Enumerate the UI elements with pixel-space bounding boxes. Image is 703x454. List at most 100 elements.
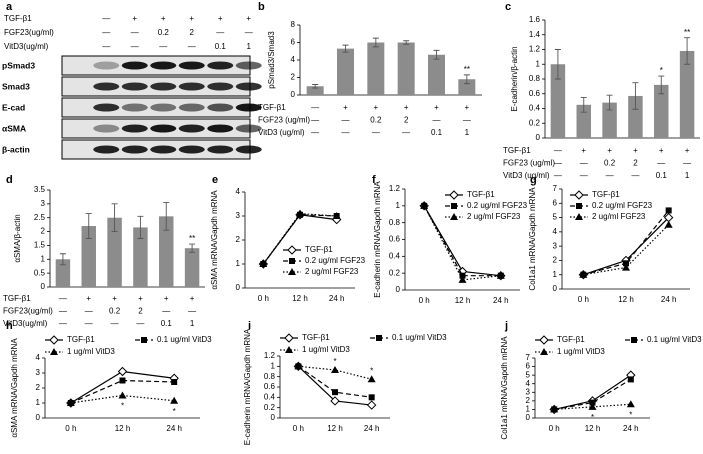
blot-label: E-cad [2, 102, 25, 112]
y-tick-label: 1.2 [529, 45, 541, 54]
legend-label: 2 ug/ml FGF23 [467, 212, 521, 221]
y-axis-title: pSmad3/Smad3 [267, 31, 276, 89]
legend-label: 0.1 ug/ml VitD3 [392, 333, 447, 342]
y-tick-label: 2 [236, 235, 241, 244]
marker [332, 389, 338, 396]
blot-label: αSMA [2, 123, 26, 133]
x-tick-label: 24 h [364, 424, 380, 433]
y-axis-title: Col1a1 mRNA/Gapdh mRNA [528, 187, 537, 291]
y-axis-title: αSMA mRNA/Gapdh mRNA [210, 190, 219, 290]
y-tick-label: 1 [41, 254, 46, 263]
condition-label: TGF-β1 [258, 103, 286, 112]
marker [330, 396, 340, 406]
marker [332, 212, 341, 219]
condition-cell: — [631, 171, 639, 180]
bar [159, 216, 174, 287]
y-tick-label: 8 [291, 20, 296, 29]
series-line [554, 403, 631, 411]
bar [628, 95, 643, 138]
error-bar [606, 94, 613, 111]
bar [458, 79, 476, 95]
blot-band [121, 124, 148, 133]
condition-cell: + [607, 146, 612, 155]
panel-letter: a [6, 1, 13, 13]
legend-marker [376, 335, 382, 341]
y-tick-label: 0 [271, 413, 276, 422]
marker [623, 260, 629, 267]
y-tick-label: 6 [291, 38, 296, 47]
y-tick-label: 3 [41, 199, 46, 208]
condition-cell: + [464, 103, 469, 112]
y-tick-label: 2 [553, 256, 558, 265]
marker [259, 260, 268, 267]
x-tick-label: 24 h [329, 294, 345, 303]
y-tick-label: 2 [291, 73, 296, 82]
legend-label: 0.2 ug/ml FGF23 [467, 201, 528, 210]
y-axis-title: E-cadherin/β-actin [510, 46, 519, 111]
y-tick-label: 0.2 [389, 268, 401, 277]
y-tick-label: 1 [526, 405, 531, 414]
y-axis-title: Col1a1 mRNA/Gapdh mRNA [500, 336, 509, 440]
condition-cell: — [131, 42, 139, 51]
blot-band [207, 61, 234, 70]
condition-cell: 2 [633, 159, 638, 168]
condition-cell: + [633, 146, 638, 155]
error-bar [433, 49, 440, 60]
blot-band [150, 103, 177, 112]
legend-marker [285, 346, 293, 353]
y-tick-label: 2 [41, 227, 46, 236]
bar [679, 50, 695, 138]
condition-cell: 0.1 [431, 128, 443, 137]
condition-cell: + [373, 103, 378, 112]
marker [367, 375, 376, 383]
condition-cell: + [404, 103, 409, 112]
error-bar [372, 37, 379, 48]
condition-cell: + [161, 14, 166, 23]
condition-cell: + [164, 294, 169, 303]
error-bar [312, 84, 319, 89]
condition-cell: — [102, 42, 110, 51]
legend-label: 1 ug/ml VitD3 [67, 347, 115, 356]
condition-cell: 2 [404, 116, 409, 125]
x-tick-label: 0 h [293, 424, 304, 433]
y-tick-label: 7 [553, 184, 558, 193]
condition-cell: 1 [465, 128, 470, 137]
condition-cell: — [433, 116, 441, 125]
condition-cell: — [311, 103, 319, 112]
y-tick-label: 6 [553, 198, 558, 207]
x-tick-label: 12 h [327, 424, 343, 433]
condition-label: VitD3(ug/ml) [3, 319, 48, 328]
y-tick-label: 3 [236, 211, 241, 220]
y-tick-label: 0 [41, 282, 46, 291]
panel-letter: h [6, 320, 13, 332]
error-bar [632, 82, 639, 110]
condition-cell: 1 [685, 171, 690, 180]
y-tick-label: 0.4 [529, 104, 541, 113]
y-tick-label: 0.6 [264, 382, 276, 391]
x-tick-label: 24 h [623, 424, 639, 433]
condition-cell: — [683, 159, 691, 168]
y-tick-label: 0.2 [529, 118, 541, 127]
error-bar [684, 37, 691, 65]
blot-band [150, 145, 177, 154]
condition-cell: 0.2 [370, 116, 382, 125]
marker [579, 270, 588, 278]
condition-cell: 2 [190, 28, 195, 37]
condition-cell: — [372, 128, 380, 137]
blot-band [235, 103, 262, 112]
legend-marker [631, 337, 637, 343]
condition-cell: 0.1 [656, 171, 668, 180]
y-tick-label: 1 [396, 201, 401, 210]
series-line [423, 205, 501, 277]
panel-letter: b [258, 1, 265, 13]
blot-band [93, 82, 120, 91]
condition-cell: — [311, 128, 319, 137]
error-bar [137, 215, 144, 239]
blot-band [121, 103, 148, 112]
blot-band [235, 124, 262, 133]
y-axis-title: αSMA/β-actin [13, 214, 22, 262]
error-bar [59, 253, 66, 266]
x-tick-label: 24 h [166, 424, 182, 433]
condition-cell: — [188, 42, 196, 51]
significance: * [370, 366, 373, 375]
